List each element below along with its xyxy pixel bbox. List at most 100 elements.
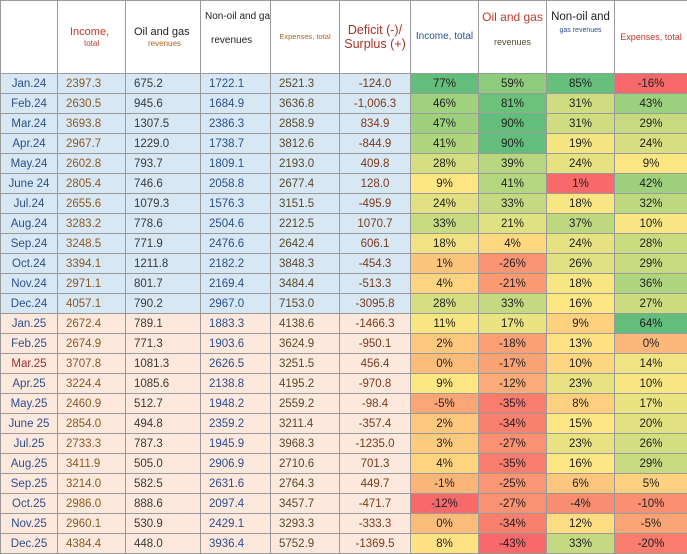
cell-pct-income: 11% <box>411 314 479 334</box>
cell-month: Nov.25 <box>1 514 58 534</box>
cell-income: 3214.0 <box>58 474 126 494</box>
cell-expenses: 2521.3 <box>271 74 340 94</box>
cell-deficit: -98.4 <box>340 394 411 414</box>
cell-income: 3224.4 <box>58 374 126 394</box>
cell-expenses: 2677.4 <box>271 174 340 194</box>
cell-pct-expenses: 32% <box>615 194 687 214</box>
header-non-oil-sublabel: revenues <box>205 35 270 47</box>
cell-pct-non-oil: 33% <box>547 534 615 554</box>
cell-deficit: 701.3 <box>340 454 411 474</box>
cell-expenses: 2764.3 <box>271 474 340 494</box>
cell-pct-expenses: 10% <box>615 214 687 234</box>
cell-pct-non-oil: 6% <box>547 474 615 494</box>
cell-month: Dec.25 <box>1 534 58 554</box>
cell-pct-non-oil: 16% <box>547 294 615 314</box>
cell-pct-expenses: -20% <box>615 534 687 554</box>
cell-non-oil: 2476.6 <box>201 234 271 254</box>
cell-income: 3707.8 <box>58 354 126 374</box>
cell-deficit: -333.3 <box>340 514 411 534</box>
cell-pct-oil-gas: 41% <box>479 174 547 194</box>
cell-month: Feb.24 <box>1 94 58 114</box>
cell-pct-oil-gas: -34% <box>479 514 547 534</box>
cell-oil-gas: 1079.3 <box>126 194 201 214</box>
cell-pct-oil-gas: 90% <box>479 134 547 154</box>
cell-pct-expenses: 42% <box>615 174 687 194</box>
cell-oil-gas: 801.7 <box>126 274 201 294</box>
cell-income: 2733.3 <box>58 434 126 454</box>
cell-non-oil: 1684.9 <box>201 94 271 114</box>
cell-pct-expenses: 10% <box>615 374 687 394</box>
cell-pct-non-oil: 13% <box>547 334 615 354</box>
cell-oil-gas: 1211.8 <box>126 254 201 274</box>
cell-income: 2630.5 <box>58 94 126 114</box>
cell-pct-income: 33% <box>411 214 479 234</box>
cell-pct-non-oil: 23% <box>547 374 615 394</box>
header-pct-expenses: Expenses, total <box>615 1 687 74</box>
cell-pct-oil-gas: -43% <box>479 534 547 554</box>
cell-pct-income: 4% <box>411 274 479 294</box>
cell-non-oil: 2169.4 <box>201 274 271 294</box>
header-pct-income: Income, total <box>411 1 479 74</box>
cell-deficit: -1235.0 <box>340 434 411 454</box>
cell-expenses: 2710.6 <box>271 454 340 474</box>
cell-non-oil: 2097.4 <box>201 494 271 514</box>
cell-expenses: 3848.3 <box>271 254 340 274</box>
header-month <box>1 1 58 74</box>
table-header: Income, total Oil and gas revenues Non-o… <box>1 1 687 74</box>
cell-oil-gas: 945.6 <box>126 94 201 114</box>
cell-month: Apr.25 <box>1 374 58 394</box>
cell-non-oil: 2182.2 <box>201 254 271 274</box>
cell-income: 4384.4 <box>58 534 126 554</box>
cell-month: Jul.25 <box>1 434 58 454</box>
header-non-oil: Non-oil and gas revenues <box>201 1 271 74</box>
cell-month: Jan.24 <box>1 74 58 94</box>
header-oil-gas-label: Oil and gas <box>134 26 200 39</box>
cell-expenses: 5752.9 <box>271 534 340 554</box>
cell-pct-income: -5% <box>411 394 479 414</box>
cell-pct-oil-gas: -34% <box>479 414 547 434</box>
cell-month: June 25 <box>1 414 58 434</box>
cell-pct-oil-gas: -27% <box>479 434 547 454</box>
cell-deficit: -3095.8 <box>340 294 411 314</box>
cell-deficit: -454.3 <box>340 254 411 274</box>
cell-oil-gas: 771.9 <box>126 234 201 254</box>
header-expenses-label: Expenses, total <box>279 32 330 41</box>
cell-pct-expenses: 17% <box>615 394 687 414</box>
cell-deficit: -970.8 <box>340 374 411 394</box>
cell-pct-oil-gas: -35% <box>479 454 547 474</box>
cell-deficit: -1,006.3 <box>340 94 411 114</box>
cell-pct-income: 41% <box>411 134 479 154</box>
cell-pct-oil-gas: -17% <box>479 354 547 374</box>
cell-pct-expenses: 29% <box>615 254 687 274</box>
cell-expenses: 3293.3 <box>271 514 340 534</box>
cell-pct-oil-gas: -21% <box>479 274 547 294</box>
cell-expenses: 2642.4 <box>271 234 340 254</box>
cell-pct-income: 2% <box>411 334 479 354</box>
cell-pct-non-oil: 1% <box>547 174 615 194</box>
cell-deficit: -1369.5 <box>340 534 411 554</box>
cell-deficit: 606.1 <box>340 234 411 254</box>
cell-pct-non-oil: 8% <box>547 394 615 414</box>
cell-pct-non-oil: 24% <box>547 234 615 254</box>
cell-non-oil: 1903.6 <box>201 334 271 354</box>
cell-pct-income: 8% <box>411 534 479 554</box>
cell-pct-income: -1% <box>411 474 479 494</box>
cell-pct-non-oil: 24% <box>547 154 615 174</box>
header-income: Income, total <box>58 1 126 74</box>
cell-non-oil: 2386.3 <box>201 114 271 134</box>
header-income-sublabel: total <box>70 39 125 48</box>
header-pct-oil-gas-label: Oil and gas <box>479 11 546 25</box>
cell-deficit: 834.9 <box>340 114 411 134</box>
cell-pct-non-oil: 31% <box>547 114 615 134</box>
cell-pct-expenses: 9% <box>615 154 687 174</box>
cell-pct-non-oil: 16% <box>547 454 615 474</box>
